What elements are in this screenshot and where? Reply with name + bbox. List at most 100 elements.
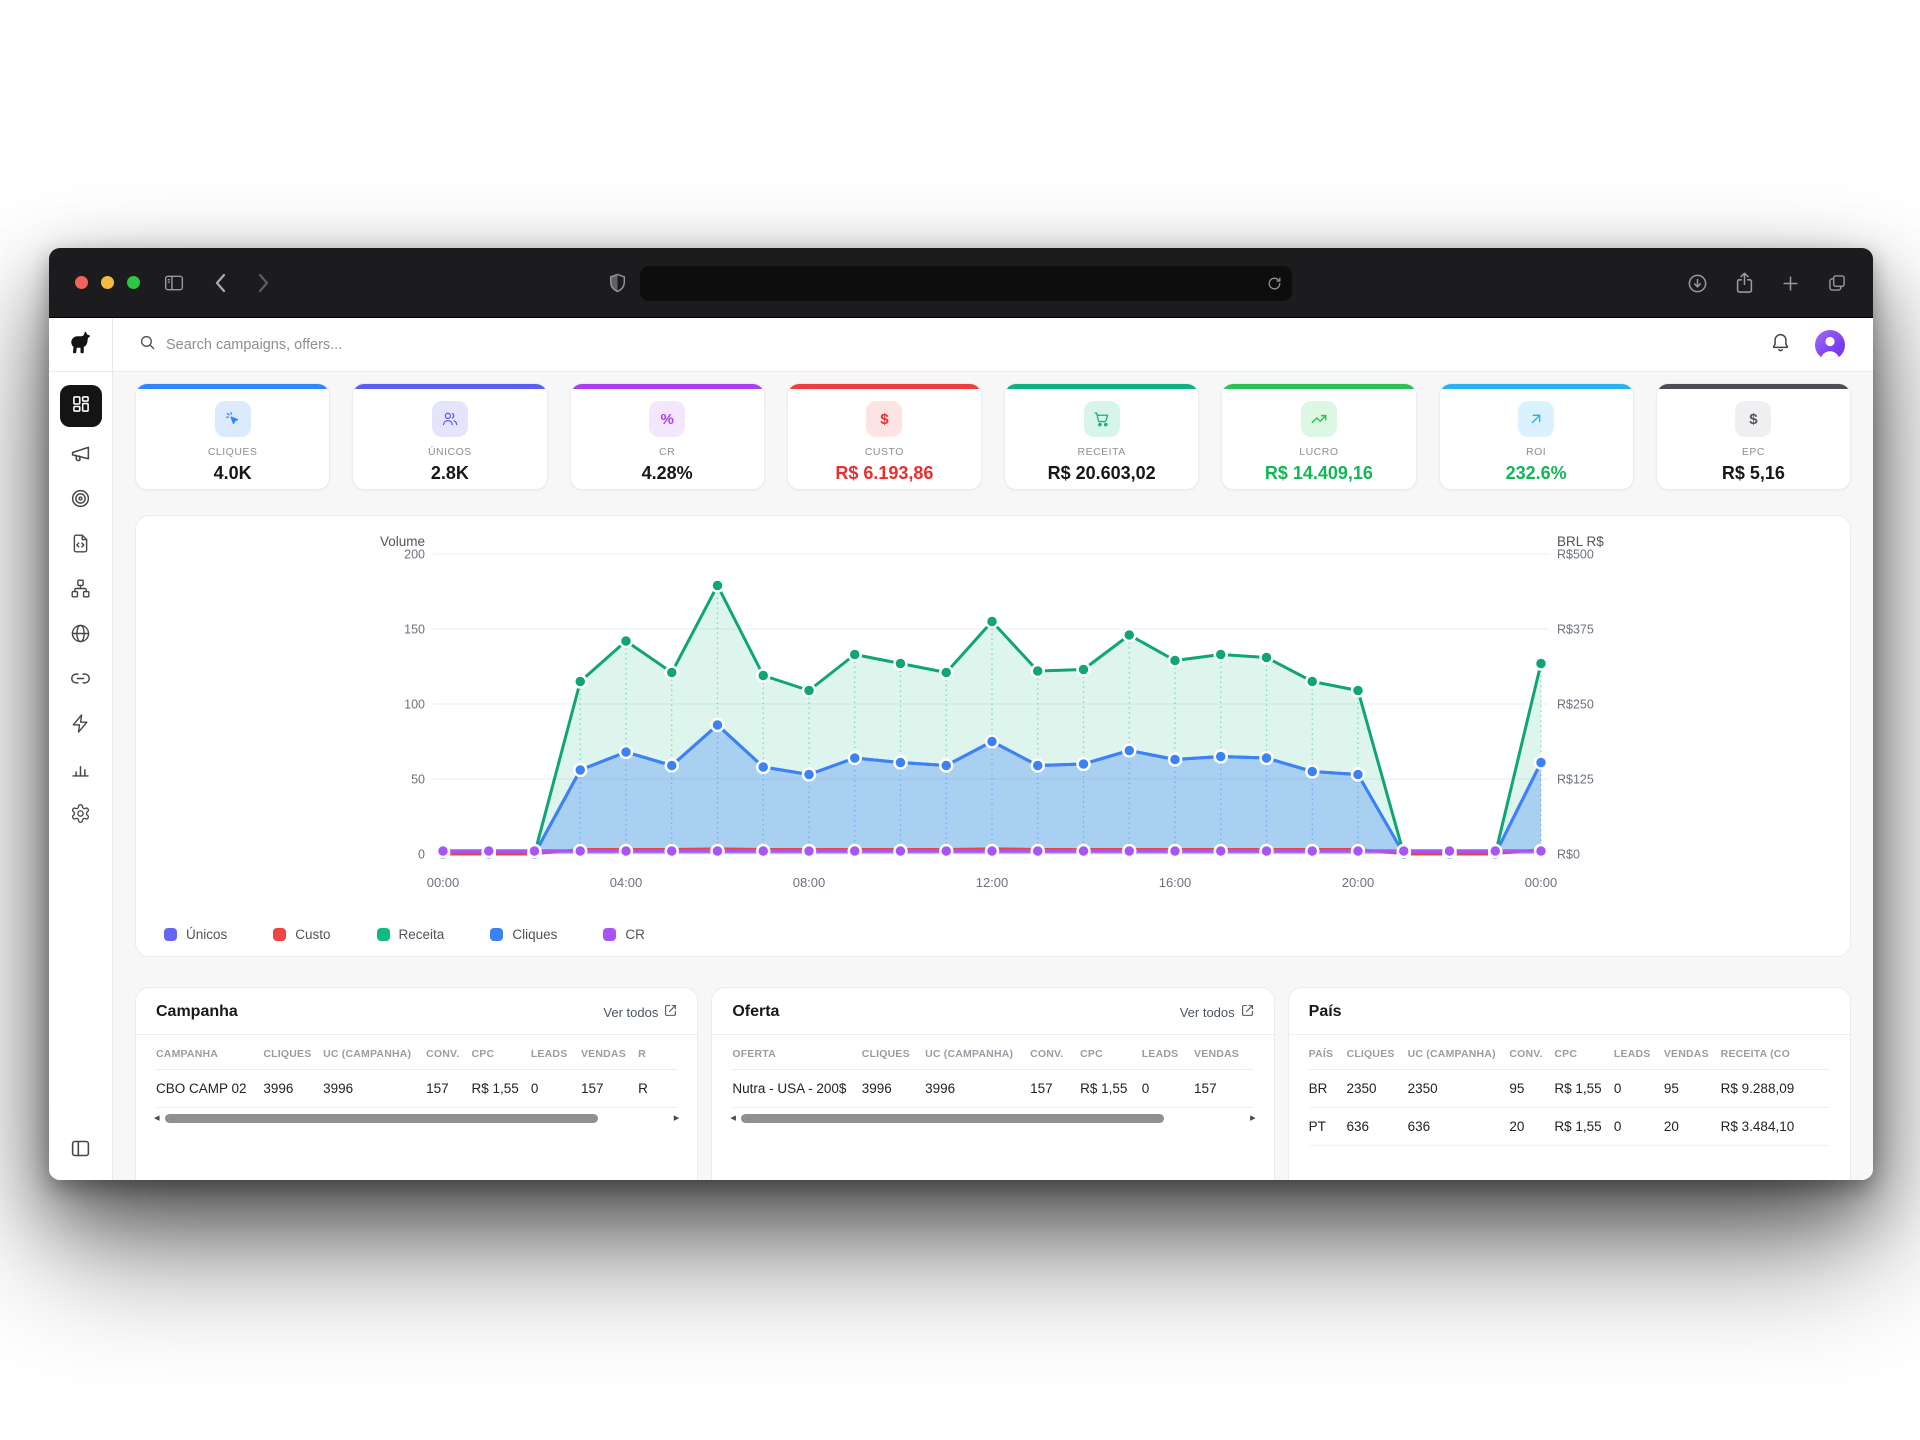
forward-icon[interactable] (257, 273, 270, 293)
svg-text:BRL R$: BRL R$ (1557, 536, 1604, 549)
svg-text:R$0: R$0 (1557, 848, 1580, 862)
scrollbar-thumb[interactable] (164, 1114, 599, 1123)
sidebar-item-megaphone[interactable] (60, 435, 102, 477)
traffic-chart-panel: 200 R$500 150 R$375 100 R$250 50 R$125 0 R$0 Volum… (135, 515, 1851, 957)
kpi-value: 4.28% (641, 463, 693, 483)
scroll-right-arrow[interactable]: ▸ (673, 1112, 680, 1124)
svg-text:R$500: R$500 (1557, 548, 1594, 562)
search-input[interactable] (166, 336, 586, 353)
click-icon (214, 401, 251, 437)
table-row[interactable]: Nutra - USA - 200$ 3996 3996 157 R$ 1,55 0 157 (732, 1069, 1254, 1108)
minimize-window-button[interactable] (101, 276, 114, 289)
search-icon (139, 334, 156, 356)
dashboard-main: CLIQUES 4.0K ÚNICOS 2.8K% CR 4.28% $ CUSTO R$ 6.… (113, 372, 1873, 1180)
column-header: VENDAS (580, 1035, 639, 1070)
avatar[interactable] (1815, 329, 1845, 360)
table-row[interactable]: PT 636 636 20 R$ 1,55 0 20 R$ 3.484,10 (1308, 1107, 1830, 1146)
scroll-left-arrow[interactable]: ◂ (154, 1112, 160, 1124)
zoom-window-button[interactable] (127, 276, 140, 289)
kpi-card-epc: $ EPC R$ 5,16 (1655, 383, 1851, 490)
scrollbar-thumb[interactable] (740, 1114, 1165, 1123)
browser-toolbar (49, 248, 1873, 318)
table-cell: 3996 (861, 1069, 926, 1108)
column-header: RECEITA (CO (1720, 1035, 1830, 1070)
kpi-label: EPC (1741, 446, 1765, 458)
scroll-right-arrow[interactable]: ▸ (1250, 1112, 1256, 1124)
external-link-icon (664, 1004, 677, 1020)
download-icon[interactable] (1687, 273, 1708, 294)
percent-icon: % (649, 401, 686, 437)
scrollbar-track[interactable] (740, 1114, 1245, 1123)
bell-icon[interactable] (1770, 331, 1791, 358)
table-cell: CBO CAMP 02 (156, 1069, 264, 1108)
app-header (113, 318, 1873, 372)
sidebar-item-settings[interactable] (60, 795, 102, 837)
kpi-label: CLIQUES (207, 446, 258, 458)
scrollbar-track[interactable] (164, 1114, 669, 1123)
kpi-card-unicos: ÚNICOS 2.8K (352, 383, 548, 490)
legend-swatch (376, 928, 390, 941)
traffic-chart[interactable]: 200 R$500 150 R$375 100 R$250 50 R$125 0 R$0 Volum… (160, 534, 1826, 919)
zap-icon (70, 713, 91, 739)
ver-todos-link[interactable]: Ver todos (603, 1004, 677, 1020)
kpi-label: LUCRO (1299, 446, 1339, 458)
table-cell: BR (1308, 1069, 1347, 1108)
back-icon[interactable] (214, 273, 227, 293)
legend-label: Cliques (512, 927, 558, 942)
app-logo[interactable] (49, 318, 112, 372)
kpi-value: 2.8K (430, 463, 469, 483)
column-header: CPC (471, 1035, 531, 1070)
legend-item-custo[interactable]: Custo (273, 927, 331, 942)
sidebar-item-dashboard[interactable] (59, 385, 102, 427)
horizontal-scrollbar: ◂ ▸ (136, 1108, 697, 1124)
kpi-cards-row: CLIQUES 4.0K ÚNICOS 2.8K% CR 4.28% $ CUSTO R$ 6.… (135, 383, 1851, 490)
sidebar-item-globe[interactable] (60, 615, 102, 657)
sidebar-item-file-code[interactable] (60, 525, 102, 567)
legend-item-receita[interactable]: Receita (376, 927, 444, 942)
svg-text:00:00: 00:00 (427, 875, 460, 890)
legend-item-cliques[interactable]: Cliques (490, 927, 557, 942)
legend-label: CR (625, 927, 645, 942)
scroll-left-arrow[interactable]: ◂ (730, 1112, 736, 1124)
table-cell: 95 (1663, 1069, 1721, 1108)
sidebar-item-link[interactable] (60, 660, 102, 702)
legend-item-únicos[interactable]: Únicos (164, 927, 227, 942)
globe-icon (70, 623, 91, 649)
sidebar-item-network[interactable] (60, 570, 102, 612)
new-tab-icon[interactable] (1781, 274, 1800, 293)
table-row[interactable]: CBO CAMP 02 3996 3996 157 R$ 1,55 0 157 R (156, 1069, 678, 1108)
sidebar-toggle-icon[interactable] (164, 274, 184, 292)
horizontal-scrollbar: ◂ ▸ (712, 1108, 1273, 1124)
reload-icon[interactable] (1267, 276, 1282, 291)
address-bar[interactable] (640, 265, 1292, 301)
column-header: R (638, 1035, 678, 1070)
legend-swatch (490, 928, 504, 941)
svg-text:200: 200 (404, 548, 425, 562)
svg-text:R$125: R$125 (1557, 773, 1594, 787)
legend-item-cr[interactable]: CR (603, 927, 645, 942)
sidebar-nav (59, 385, 102, 840)
sidebar-item-target[interactable] (60, 480, 102, 522)
kpi-value: R$ 6.193,86 (835, 463, 934, 483)
sidebar-item-bar-chart[interactable] (60, 750, 102, 792)
share-icon[interactable] (1735, 272, 1754, 294)
svg-text:08:00: 08:00 (793, 875, 826, 890)
tab-overview-icon[interactable] (1827, 273, 1847, 293)
legend-swatch (164, 928, 177, 941)
svg-text:R$375: R$375 (1557, 623, 1594, 637)
table-cell: PT (1308, 1107, 1347, 1146)
table-row[interactable]: BR 2350 2350 95 R$ 1,55 0 95 R$ 9.288,09 (1308, 1069, 1830, 1108)
collapse-sidebar-button[interactable] (70, 1138, 91, 1180)
legend-label: Únicos (186, 927, 228, 942)
kpi-accent-bar (136, 384, 330, 389)
table-cell: R (638, 1069, 678, 1108)
table-cell: 0 (1613, 1069, 1664, 1108)
shield-icon[interactable] (609, 273, 626, 293)
column-header: CLIQUES (263, 1035, 324, 1070)
ver-todos-link[interactable]: Ver todos (1180, 1004, 1254, 1020)
sidebar-item-zap[interactable] (60, 705, 102, 747)
arrow-up-right-icon (1518, 401, 1555, 437)
close-window-button[interactable] (75, 276, 88, 289)
table-panel-pais: País PAÍS CLIQUES UC (CAMPANHA) CONV. CPC LEAD… (1287, 987, 1851, 1180)
link-label: Ver todos (603, 1004, 659, 1020)
